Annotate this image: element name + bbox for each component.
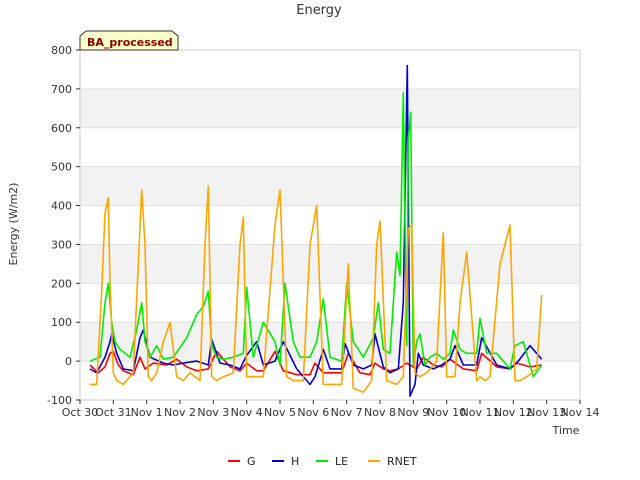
- x-tick-label: Nov 8: [364, 406, 396, 419]
- x-tick-label: Oct 30: [62, 406, 99, 419]
- y-tick-label: 400: [51, 200, 72, 213]
- y-axis-ticks: -100 0 100 200 300 400 500 600 700 800: [47, 44, 80, 407]
- background-band: [80, 50, 580, 89]
- x-tick-label: Nov 3: [197, 406, 229, 419]
- x-tick-label: Nov 14: [561, 406, 600, 419]
- plot-area-border: [79, 49, 581, 401]
- x-tick-label: Nov 5: [264, 406, 296, 419]
- background-band: [80, 283, 580, 323]
- background-band: [80, 244, 580, 284]
- chart-title: Energy: [296, 3, 342, 18]
- background-band: [80, 127, 580, 167]
- background-band: [80, 205, 580, 245]
- series-line-rnet: [90, 185, 543, 394]
- legend-label-h: H: [291, 455, 299, 468]
- background-band: [80, 88, 580, 128]
- x-tick-label: Nov 6: [297, 406, 329, 419]
- plot-background-bands: [80, 49, 580, 401]
- y-tick-label: 500: [51, 161, 72, 174]
- legend-label-g: G: [247, 455, 256, 468]
- x-tick-label: Oct 31: [95, 406, 132, 419]
- background-band: [80, 166, 580, 206]
- y-tick-label: 200: [51, 277, 72, 290]
- x-tick-label: Nov 1: [131, 406, 163, 419]
- y-axis-label: Energy (W/m2): [7, 183, 20, 266]
- x-tick-label: Nov 9: [397, 406, 429, 419]
- legend-label-rnet: RNET: [387, 455, 417, 468]
- y-tick-label: 100: [51, 316, 72, 329]
- series-line-le: [89, 92, 543, 378]
- badge-label: BA_processed: [87, 36, 173, 49]
- legend-label-le: LE: [335, 455, 348, 468]
- x-axis-label: Time: [552, 424, 580, 437]
- x-tick-label: Nov 7: [331, 406, 363, 419]
- y-tick-label: 700: [51, 83, 72, 96]
- y-tick-label: 300: [51, 238, 72, 251]
- processing-badge: BA_processed: [79, 30, 179, 51]
- x-tick-label: Nov 2: [164, 406, 196, 419]
- x-tick-label: Nov 11: [461, 406, 500, 419]
- x-tick-label: Nov 12: [494, 406, 533, 419]
- x-tick-label: Nov 13: [527, 406, 566, 419]
- x-tick-label: Nov 4: [231, 406, 263, 419]
- y-tick-label: -100: [47, 394, 72, 407]
- y-tick-label: 0: [65, 355, 72, 368]
- y-tick-label: 800: [51, 44, 72, 57]
- x-tick-label: Nov 10: [427, 406, 466, 419]
- data-series: [89, 64, 543, 397]
- y-tick-label: 600: [51, 122, 72, 135]
- legend: G H LE RNET: [228, 455, 417, 468]
